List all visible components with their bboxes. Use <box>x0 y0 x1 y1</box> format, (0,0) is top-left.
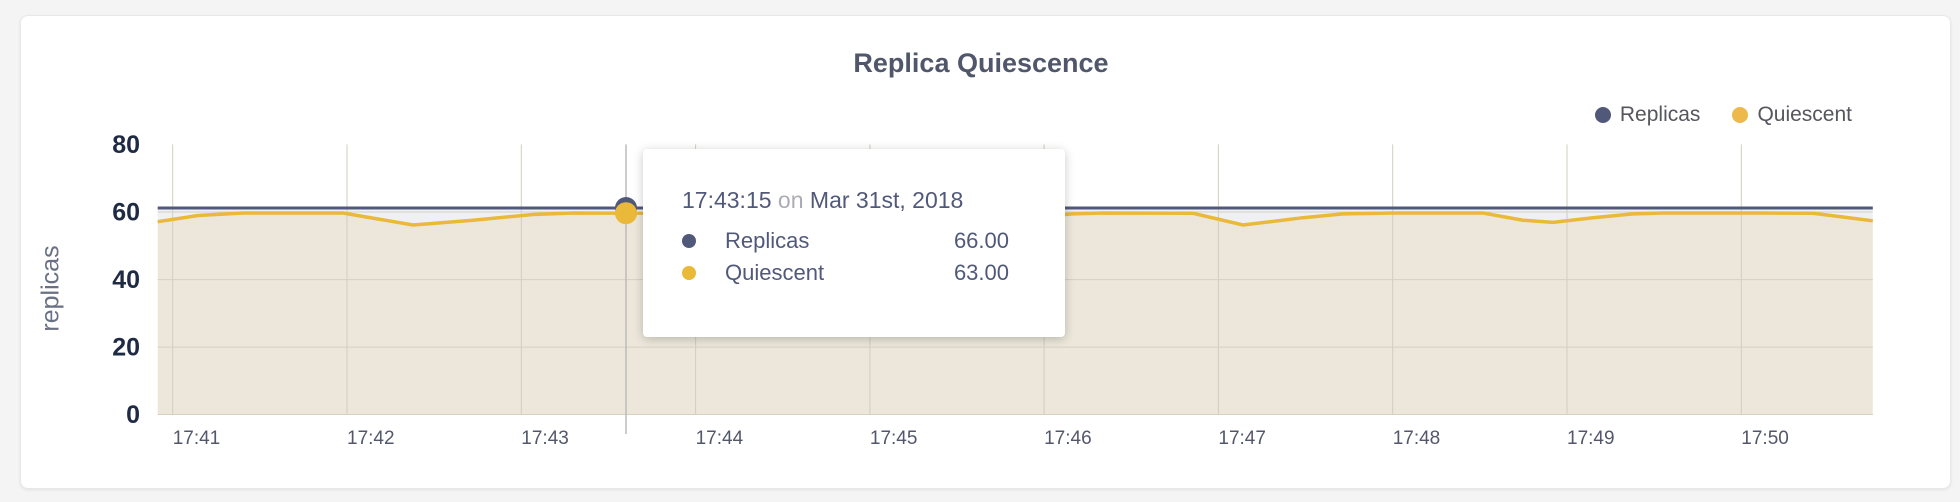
svg-text:17:42: 17:42 <box>347 428 395 449</box>
svg-text:17:41: 17:41 <box>173 428 221 449</box>
svg-text:40: 40 <box>112 266 140 294</box>
svg-text:17:50: 17:50 <box>1741 428 1789 449</box>
svg-text:17:46: 17:46 <box>1044 428 1092 449</box>
svg-text:17:47: 17:47 <box>1218 428 1266 449</box>
svg-text:17:43: 17:43 <box>521 428 569 449</box>
svg-text:17:48: 17:48 <box>1393 428 1441 449</box>
svg-text:17:49: 17:49 <box>1567 428 1615 449</box>
svg-text:0: 0 <box>126 401 140 429</box>
svg-text:17:44: 17:44 <box>696 428 744 449</box>
svg-text:60: 60 <box>112 199 140 227</box>
svg-text:80: 80 <box>112 131 140 159</box>
svg-text:17:45: 17:45 <box>870 428 918 449</box>
svg-text:20: 20 <box>112 334 140 362</box>
